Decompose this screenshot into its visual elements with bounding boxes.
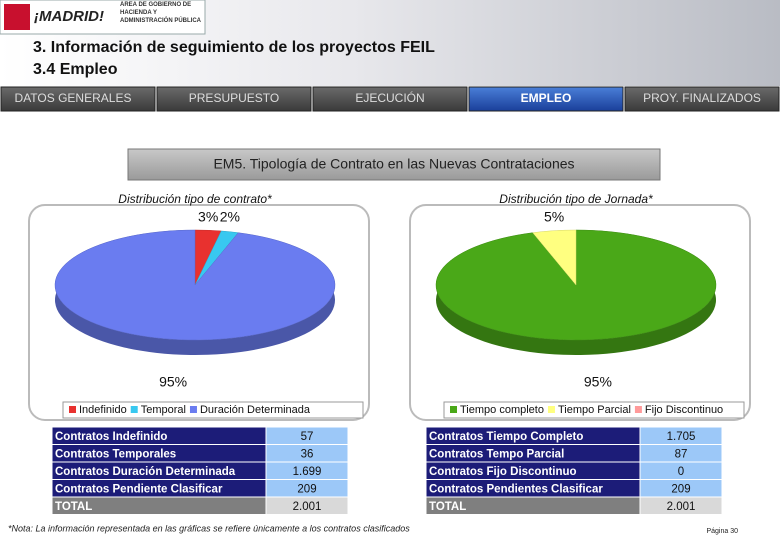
tab: [156, 86, 312, 112]
row-value: 87: [675, 448, 688, 460]
chart-title: Distribución tipo de contrato*: [118, 192, 272, 206]
tab-label: DATOS GENERALES: [15, 91, 132, 105]
tab-label: PROY. FINALIZADOS: [643, 91, 761, 105]
legend-label: Indefinido: [79, 404, 127, 416]
tab: [468, 86, 624, 112]
tab: [0, 86, 156, 112]
page-number: Página 30: [706, 528, 738, 535]
legend-swatch: [547, 406, 555, 413]
data-label: 5%: [544, 209, 564, 225]
legend-label: Tiempo Parcial: [558, 404, 631, 416]
legend-box: [62, 401, 364, 419]
legend-label: Fijo Discontinuo: [645, 404, 723, 416]
row-label: Contratos Pendientes Clasificar: [429, 483, 603, 495]
row-value: 209: [297, 483, 316, 495]
department-box: ÁREA DE GOBIERNO DE HACIENDA Y ADMINISTR…: [120, 2, 201, 24]
tab-label: EMPLEO: [521, 91, 572, 105]
legend-swatch: [130, 406, 138, 413]
row-value: 36: [301, 448, 314, 460]
header-subtitle: 3.4 Empleo: [33, 61, 118, 78]
legend-swatch: [634, 406, 642, 413]
chart-frame: [28, 204, 370, 421]
row-value: 209: [671, 483, 690, 495]
tab: [624, 86, 780, 112]
row-value: 57: [301, 431, 314, 443]
row-value: 1.699: [293, 466, 322, 478]
row-label: Contratos Fijo Discontinuo: [429, 466, 577, 478]
row-label: Contratos Tempo Parcial: [429, 448, 564, 460]
tab: [312, 86, 468, 112]
row-label: Contratos Indefinido: [55, 431, 167, 443]
section-title: EM5. Tipología de Contrato en las Nuevas…: [213, 156, 574, 172]
row-label: Contratos Tiempo Completo: [429, 431, 583, 443]
legend-label: Duración Determinada: [200, 404, 311, 416]
data-label: 95%: [159, 374, 187, 390]
data-label: 3%: [198, 209, 218, 225]
row-label: Contratos Pendiente Clasificar: [55, 483, 223, 495]
row-value: 0: [678, 466, 684, 478]
legend-swatch: [450, 406, 457, 413]
data-label: 95%: [584, 374, 612, 390]
department: ÁREA DE GOBIERNO DE HACIENDA Y ADMINISTR…: [120, 2, 201, 24]
row-value: 2.001: [667, 501, 696, 513]
row-label: TOTAL: [55, 501, 92, 513]
tab-label: EJECUCIÓN: [355, 90, 424, 105]
legend-box: [443, 401, 745, 419]
footnote: *Nota: La información representada en la…: [8, 523, 410, 533]
section-box: [127, 148, 661, 181]
row-label: TOTAL: [429, 501, 466, 513]
row-value: 1.705: [667, 431, 696, 443]
table-cell: [639, 496, 723, 515]
charts: Distribución tipo de contrato* 3% 2% 95% Ind…: [54, 192, 745, 419]
pie-slice: [54, 229, 336, 341]
row-value: 2.001: [293, 501, 322, 513]
chart-title: Distribución tipo de Jornada*: [499, 192, 653, 206]
table-cell: [265, 496, 349, 515]
pie-slice: [532, 229, 577, 286]
logo-box: [0, 0, 206, 35]
tab-bar: DATOS GENERALES PRESUPUESTO EJECUCIÓN EMPLE…: [0, 86, 780, 112]
data-label: 2%: [220, 209, 240, 225]
legend-label: Tiempo completo: [460, 404, 544, 416]
chart-frame: [409, 204, 751, 421]
logo-text: ¡MADRID!: [34, 8, 104, 25]
row-label: Contratos Duración Determinada: [55, 466, 236, 478]
header-title: 3. Información de seguimiento de los pro…: [33, 39, 435, 56]
legend-label: Temporal: [141, 404, 186, 416]
legend-swatch: [189, 406, 197, 413]
logo-icon: [4, 4, 30, 30]
tab-label: PRESUPUESTO: [189, 91, 279, 105]
legend-swatch: [69, 406, 76, 413]
tables: Contratos Indefinido 57 Contratos Temporal…: [51, 426, 723, 515]
row-label: Contratos Temporales: [55, 448, 176, 460]
